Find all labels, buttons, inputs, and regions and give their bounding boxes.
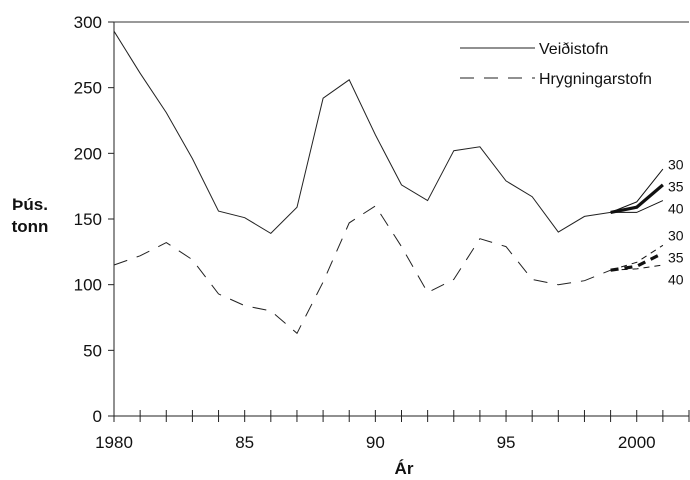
y-tick-label: 150 (74, 210, 102, 229)
x-tick-label: 1980 (95, 433, 133, 452)
projection-line-35 (610, 251, 664, 272)
chart-ticks: 0 50 100 150 200 250 300 1980 85 90 95 2000 (74, 13, 690, 452)
projection-label-30: 30 (668, 227, 684, 243)
y-tick-label: 300 (74, 13, 102, 32)
projection-line-40 (610, 200, 664, 213)
y-tick-label: 100 (74, 276, 102, 295)
chart-legend: Veiðistofn Hrygningarstofn (460, 41, 652, 88)
legend-label-veidistofn: Veiðistofn (539, 41, 608, 58)
y-tick-label: 50 (83, 341, 102, 360)
x-tick-label: 90 (366, 433, 385, 452)
series-line-veidistofn (113, 30, 611, 235)
projection-label-35: 35 (668, 249, 684, 265)
projection-line-30 (610, 244, 664, 271)
x-tick-label: 2000 (618, 433, 656, 452)
y-tick-label: 250 (74, 79, 102, 98)
projection-line-35 (610, 183, 664, 214)
y-tick-label: 0 (93, 407, 102, 426)
x-tick-label: 95 (497, 433, 516, 452)
chart-series: 30 35 40 30 35 40 (113, 30, 684, 335)
projection-label-40: 40 (668, 201, 684, 217)
y-axis-title-line2: tonn (12, 217, 49, 236)
legend-label-hrygningarstofn: Hrygningarstofn (539, 71, 652, 88)
x-tick-label: 85 (235, 433, 254, 452)
y-axis-title-line1: Þús. (12, 195, 48, 214)
projection-label-40: 40 (668, 271, 684, 287)
x-axis-title: Ár (395, 459, 414, 478)
projection-label-30: 30 (668, 157, 684, 173)
y-tick-label: 200 (74, 144, 102, 163)
projection-label-35: 35 (668, 179, 684, 195)
series-line-hrygningarstofn (113, 205, 611, 335)
projection-line-30 (610, 168, 664, 213)
projection-line-40 (610, 264, 663, 271)
